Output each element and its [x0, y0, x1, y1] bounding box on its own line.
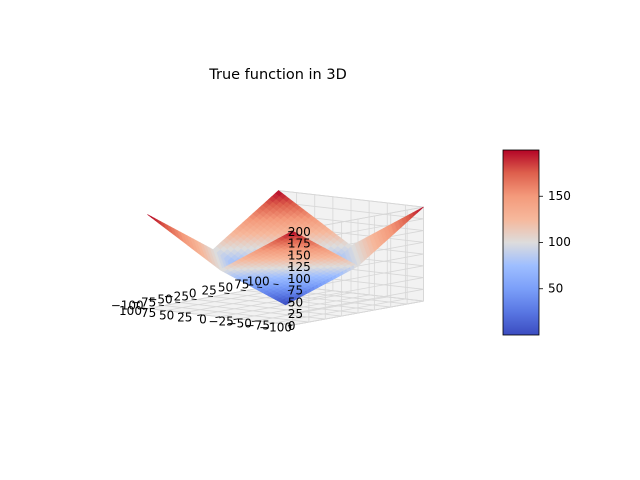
y-tick-label: 0: [189, 287, 197, 301]
y-tick-label: −100: [111, 299, 144, 313]
x-tick-mark: [197, 314, 202, 316]
colorbar-tick-label: 100: [548, 235, 571, 249]
x-tick-mark: [160, 310, 166, 312]
z-tick-label: 175: [288, 237, 311, 251]
z-tick-label: 75: [288, 284, 303, 298]
x-tick-mark: [269, 322, 275, 325]
surface-cell: [147, 214, 155, 220]
x-tick-label: −75: [245, 319, 270, 333]
y-tick-mark: [175, 301, 181, 303]
z-tick-label: 50: [288, 295, 303, 309]
x-tick-mark: [233, 318, 239, 321]
grid-z-right: [292, 300, 424, 326]
z-tick-label: 200: [288, 225, 311, 239]
z-tick-label: 150: [288, 248, 311, 262]
z-tick-mark: [287, 230, 293, 233]
z-tick-mark: [287, 242, 293, 245]
y-tick-mark: [273, 283, 279, 285]
z-tick-label: 0: [288, 319, 296, 333]
y-tick-mark: [207, 295, 214, 297]
y-tick-mark: [224, 292, 230, 294]
x-tick-label: −50: [227, 317, 252, 331]
y-tick-label: 75: [234, 278, 249, 292]
x-tick-label: 0: [199, 312, 207, 326]
z-tick-mark: [287, 312, 293, 315]
grid-y-floor: [196, 299, 342, 317]
y-tick-label: 50: [218, 281, 233, 295]
z-tick-mark: [287, 265, 293, 268]
y-tick-label: 25: [201, 284, 216, 298]
colorbar: 50 100 150: [502, 149, 571, 336]
y-tick-label: −75: [131, 296, 156, 310]
x-tick-mark: [251, 320, 257, 323]
y-tick-mark: [257, 286, 263, 288]
colorbar-gradient: [502, 149, 540, 336]
z-tick-mark: [287, 289, 293, 292]
y-tick-mark: [191, 298, 197, 300]
y-tick-label: −25: [164, 290, 189, 304]
grid-z-left: [278, 190, 424, 208]
chart-title: True function in 3D: [208, 67, 346, 83]
y-tick-label: −50: [147, 293, 172, 307]
x-tick-mark: [179, 312, 184, 314]
grid-z-right: [292, 277, 424, 302]
z-tick-mark: [287, 254, 293, 256]
grid-y-floor: [229, 293, 375, 311]
z-tick-mark: [287, 277, 293, 280]
x-tick-label: −25: [208, 315, 233, 329]
x-tick-label: 25: [177, 310, 192, 324]
z-tick-mark: [287, 324, 293, 327]
grid-y-floor: [180, 302, 326, 320]
x-tick-label: −100: [259, 321, 292, 335]
x-tick-label: 50: [159, 308, 174, 322]
grid-y-floor: [163, 305, 309, 323]
z-tick-label: 100: [288, 272, 311, 286]
z-tick-mark: [287, 301, 293, 303]
z-tick-label: 25: [288, 307, 303, 321]
grid-z-right: [292, 288, 424, 314]
colorbar-tick-label: 150: [548, 189, 571, 203]
x-tick-label: 75: [141, 306, 156, 320]
surface-mesh: [147, 190, 424, 306]
y-tick-mark: [240, 289, 246, 291]
z-tick-label: 125: [288, 260, 311, 274]
y-tick-label: 100: [247, 275, 270, 289]
colorbar-tick-label: 50: [548, 281, 563, 295]
y-tick-mark: [158, 304, 164, 306]
grid-z-left: [278, 201, 424, 220]
x-tick-mark: [215, 316, 221, 319]
y-tick-mark: [142, 307, 148, 309]
x-tick-label: 100: [119, 304, 142, 318]
